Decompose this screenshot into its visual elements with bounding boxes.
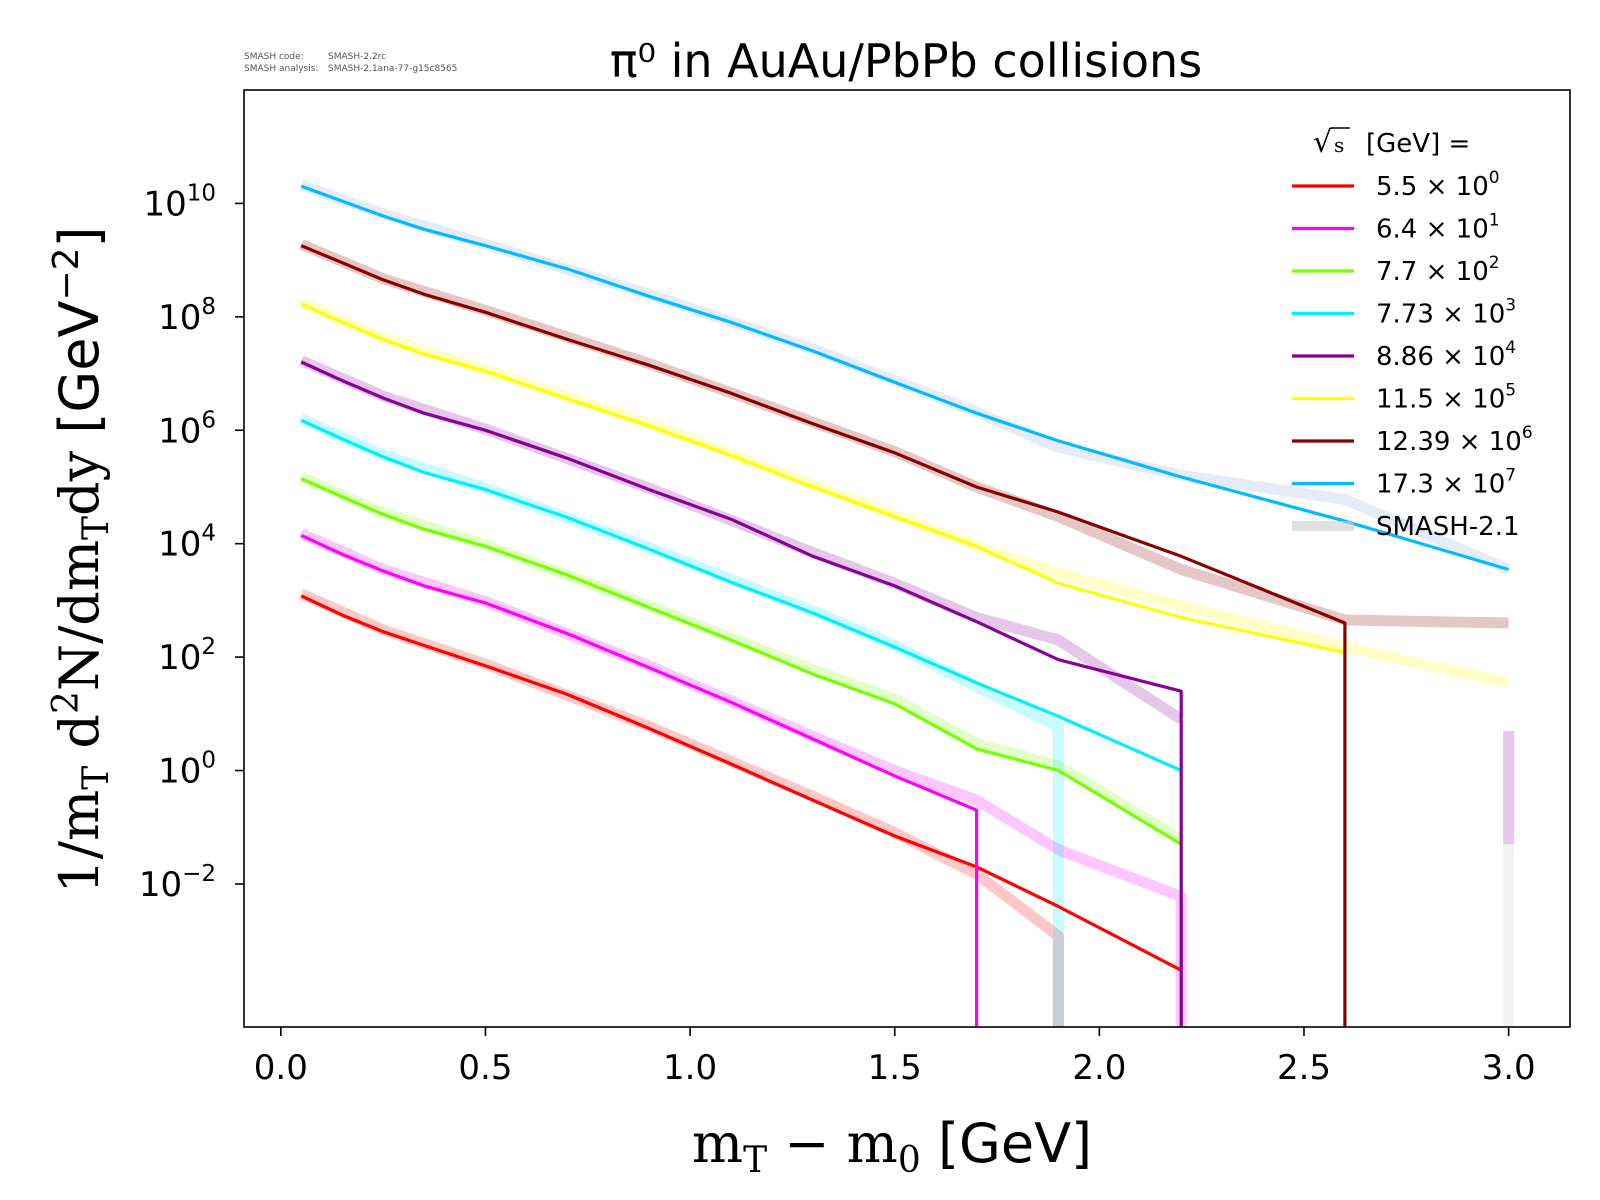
smash-code-label: SMASH code: <box>244 52 304 62</box>
x-tick-label-0: 0.0 <box>254 1048 308 1088</box>
x-tick-label-2: 1.0 <box>663 1048 717 1088</box>
svg-text:1/mT d2N/dmTdy [GeV−2]: 1/mT d2N/dmTdy [GeV−2] <box>46 226 117 893</box>
x-tick-label-5: 2.5 <box>1277 1048 1331 1088</box>
legend-label-2: 7.7 × 102 <box>1376 253 1500 287</box>
chart-title: π⁰ in AuAu/PbPb collisions <box>610 34 1202 88</box>
legend-label-1: 6.4 × 101 <box>1376 211 1500 245</box>
legend-label-5: 11.5 × 105 <box>1376 381 1516 415</box>
reference-curve-8 <box>299 179 1511 575</box>
x-axis: 0.0 0.5 1.0 1.5 2.0 2.5 3.0 <box>254 1027 1536 1088</box>
svg-text:mT − m0 [GeV]: mT − m0 [GeV] <box>692 1112 1092 1181</box>
legend-label-4: 8.86 × 104 <box>1376 338 1516 372</box>
series-line-7 <box>300 184 1510 572</box>
x-tick-label-1: 0.5 <box>458 1048 512 1088</box>
reference-curve-1 <box>299 528 1187 1027</box>
legend-label-6: 12.39 × 106 <box>1376 423 1533 457</box>
series-line-4 <box>300 360 1183 1027</box>
x-tick-label-3: 1.5 <box>868 1048 922 1088</box>
reference-curve-0 <box>299 588 1064 1027</box>
legend: √ s [GeV] = 5.5 × 100 6.4 × 101 7.7 × 102 7… <box>1292 125 1533 542</box>
x-axis-label: mT − m0 [GeV] <box>692 1112 1092 1181</box>
legend-label-3: 7.73 × 103 <box>1376 296 1516 330</box>
series-line-6 <box>300 244 1347 1027</box>
reference-curve-4 <box>299 355 1185 724</box>
smash-code-value: SMASH-2.2rc <box>328 52 386 62</box>
y-tick-label-5: 108 <box>158 294 216 338</box>
y-tick-label-1: 100 <box>158 748 216 792</box>
series-line-5 <box>300 302 1346 655</box>
series-line-2 <box>300 477 1183 1027</box>
legend-label-0: 5.5 × 100 <box>1376 168 1500 202</box>
y-tick-label-4: 106 <box>158 407 216 451</box>
y-axis-label: 1/mT d2N/dmTdy [GeV−2] <box>46 226 117 893</box>
x-tick-label-4: 2.0 <box>1072 1048 1126 1088</box>
series-line-1 <box>300 533 979 1027</box>
reference-curve-2 <box>299 471 1185 845</box>
smash-analysis-label: SMASH analysis: <box>244 64 318 74</box>
svg-text:s: s <box>1334 133 1344 157</box>
data-curves <box>300 184 1510 1027</box>
y-tick-label-0: 10−2 <box>139 861 216 905</box>
reference-curve-3 <box>299 413 1064 1027</box>
series-line-3 <box>300 418 1182 772</box>
y-tick-label-2: 102 <box>158 634 216 678</box>
svg-text:√: √ <box>1313 125 1333 160</box>
legend-label-7: 17.3 × 107 <box>1376 466 1516 500</box>
svg-text:[GeV] =: [GeV] = <box>1366 129 1470 159</box>
plot-frame <box>243 89 1571 1028</box>
y-tick-label-3: 104 <box>158 521 216 565</box>
x-tick-label-6: 3.0 <box>1482 1048 1536 1088</box>
legend-title: √ s [GeV] = <box>1313 125 1470 160</box>
y-axis: 10−2 100 102 104 106 108 1010 <box>139 180 244 905</box>
legend-label-8: SMASH-2.1 <box>1376 512 1520 542</box>
smash-analysis-value: SMASH-2.1ana-77-g15c8565 <box>328 64 457 74</box>
y-tick-label-6: 1010 <box>143 180 216 224</box>
